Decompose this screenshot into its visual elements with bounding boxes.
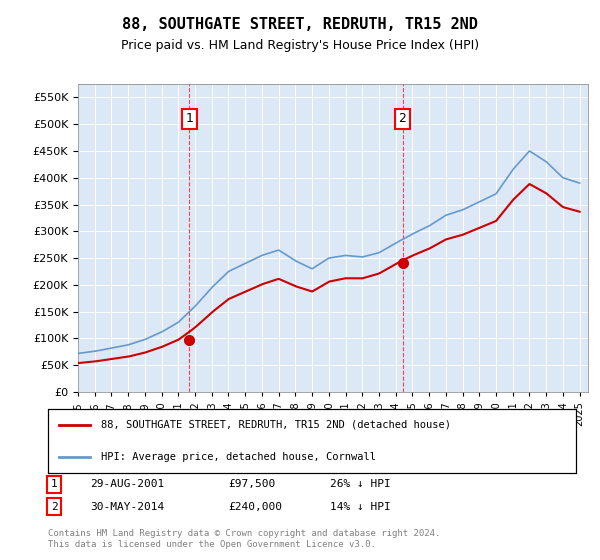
Text: HPI: Average price, detached house, Cornwall: HPI: Average price, detached house, Corn…	[101, 452, 376, 462]
Text: 1: 1	[50, 479, 58, 489]
Text: 1: 1	[185, 113, 193, 125]
Text: 88, SOUTHGATE STREET, REDRUTH, TR15 2ND (detached house): 88, SOUTHGATE STREET, REDRUTH, TR15 2ND …	[101, 420, 451, 430]
Text: 88, SOUTHGATE STREET, REDRUTH, TR15 2ND: 88, SOUTHGATE STREET, REDRUTH, TR15 2ND	[122, 17, 478, 32]
Text: 26% ↓ HPI: 26% ↓ HPI	[330, 479, 391, 489]
Text: 30-MAY-2014: 30-MAY-2014	[90, 502, 164, 512]
Text: 14% ↓ HPI: 14% ↓ HPI	[330, 502, 391, 512]
Text: Contains HM Land Registry data © Crown copyright and database right 2024.
This d: Contains HM Land Registry data © Crown c…	[48, 529, 440, 549]
Text: 2: 2	[50, 502, 58, 512]
Text: 29-AUG-2001: 29-AUG-2001	[90, 479, 164, 489]
Text: Price paid vs. HM Land Registry's House Price Index (HPI): Price paid vs. HM Land Registry's House …	[121, 39, 479, 52]
Text: 2: 2	[398, 113, 406, 125]
Text: £97,500: £97,500	[228, 479, 275, 489]
Text: £240,000: £240,000	[228, 502, 282, 512]
